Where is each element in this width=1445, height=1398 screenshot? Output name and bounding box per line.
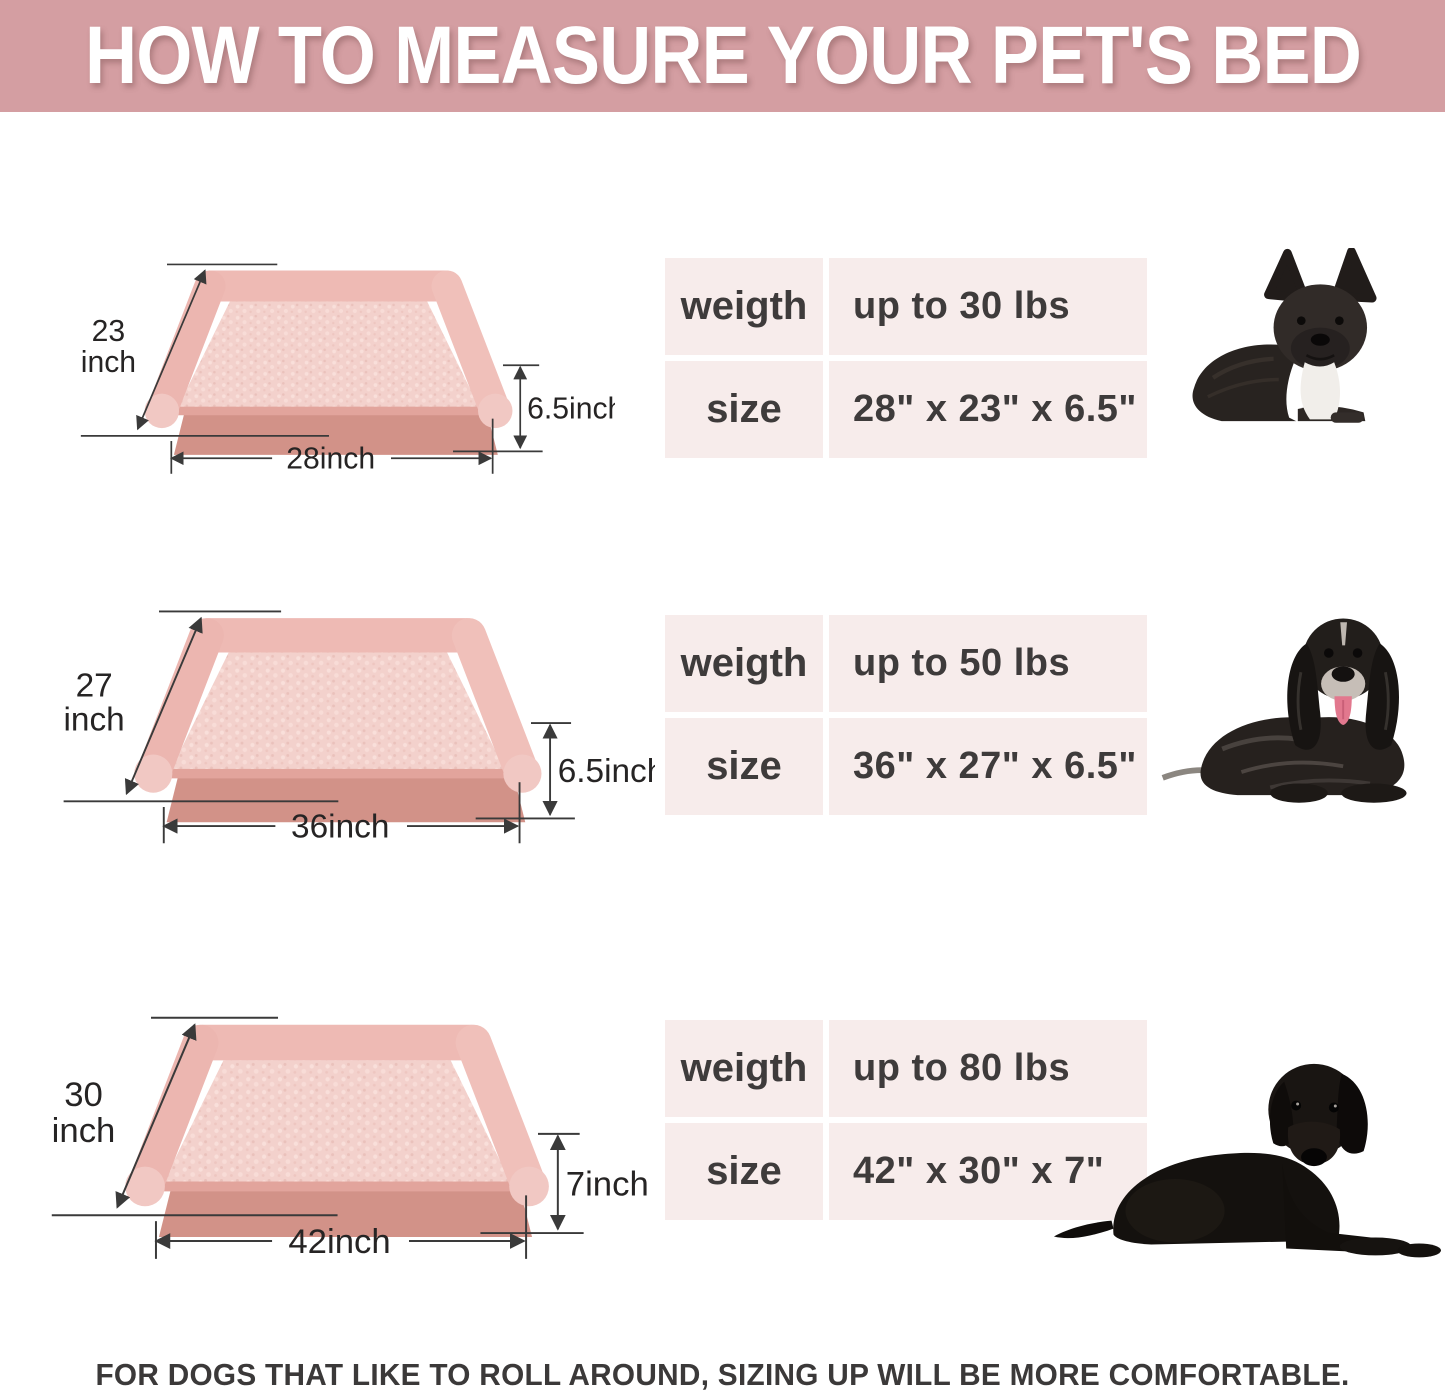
spec-table-small: weigth up to 30 lbs size 28" x 23" x 6.5…	[665, 258, 1147, 458]
size-label: size	[665, 1123, 823, 1220]
weight-value: up to 80 lbs	[829, 1020, 1147, 1117]
french-bulldog-photo	[1192, 248, 1377, 423]
size-value: 42" x 30" x 7"	[829, 1123, 1147, 1220]
weight-label: weigth	[665, 615, 823, 712]
dimension-lines	[63, 610, 575, 844]
weight-value: up to 30 lbs	[829, 258, 1147, 355]
bed-illustration	[144, 270, 513, 455]
cocker-spaniel-photo	[1161, 618, 1407, 803]
size-label: size	[665, 718, 823, 815]
bed-diagram-large: 30 inch 42inch 7inch	[51, 1016, 649, 1261]
width-label: 42inch	[288, 1223, 390, 1261]
bed-diagram-medium: 27 inch 36inch 6.5inch	[63, 610, 655, 846]
bed-illustration	[125, 1024, 549, 1238]
width-label: 36inch	[291, 809, 389, 846]
spec-table-medium: weigth up to 50 lbs size 36" x 27" x 6.5…	[665, 615, 1147, 815]
spec-table-large: weigth up to 80 lbs size 42" x 30" x 7"	[665, 1020, 1147, 1220]
black-labrador-photo	[1053, 1063, 1442, 1258]
dimension-lines	[51, 1016, 584, 1259]
depth-unit-label: inch	[81, 346, 136, 379]
size-value: 28" x 23" x 6.5"	[829, 361, 1147, 458]
footer-note: FOR DOGS THAT LIKE TO ROLL AROUND, SIZIN…	[95, 1357, 1350, 1392]
dimension-lines	[80, 263, 543, 474]
title-banner: HOW TO MEASURE YOUR PET'S BED	[0, 0, 1445, 112]
depth-unit-label: inch	[64, 702, 125, 739]
depth-unit-label: inch	[52, 1112, 116, 1150]
size-label: size	[665, 361, 823, 458]
weight-label: weigth	[665, 1020, 823, 1117]
bed-illustration	[134, 618, 542, 823]
depth-value-label: 23	[92, 315, 126, 348]
height-label: 7inch	[566, 1165, 649, 1203]
weight-label: weigth	[665, 258, 823, 355]
depth-value-label: 30	[64, 1076, 103, 1114]
height-label: 6.5inch	[558, 753, 655, 790]
page-title: HOW TO MEASURE YOUR PET'S BED	[84, 10, 1362, 101]
depth-value-label: 27	[76, 667, 113, 704]
bed-diagram-small: 23 inch 28inch 6.5inch	[80, 263, 615, 476]
height-label: 6.5inch	[527, 393, 615, 426]
weight-value: up to 50 lbs	[829, 615, 1147, 712]
width-label: 28inch	[286, 443, 375, 476]
size-value: 36" x 27" x 6.5"	[829, 718, 1147, 815]
